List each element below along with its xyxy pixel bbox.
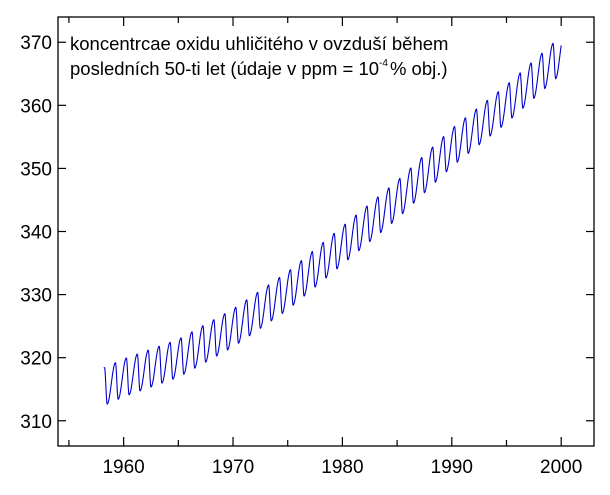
y-tick-label: 340 xyxy=(20,223,52,244)
y-tick-label: 320 xyxy=(20,349,52,370)
x-tick-label: 2000 xyxy=(540,457,582,478)
y-tick-label: 330 xyxy=(20,286,52,307)
y-tick-label: 360 xyxy=(20,96,52,117)
x-axis: 1960 1970 1980 1990 2000 xyxy=(68,17,582,478)
chart-title-line-2-tail: % obj.) xyxy=(390,58,448,79)
x-tick-label: 1970 xyxy=(212,457,254,478)
y-tick-label: 310 xyxy=(20,412,52,433)
chart-title-line-2: posledních 50-ti let (údaje v ppm = 10-4… xyxy=(70,58,448,79)
plot-frame xyxy=(57,16,595,447)
x-tick-label: 1980 xyxy=(321,457,363,478)
chart-title-line-2-main: posledních 50-ti let (údaje v ppm = 10 xyxy=(70,58,379,79)
y-tick-label: 350 xyxy=(20,159,52,180)
y-tick-label: 370 xyxy=(20,33,52,54)
x-tick-label: 1990 xyxy=(431,457,473,478)
co2-concentration-line xyxy=(103,42,562,405)
y-axis: 310 320 330 340 350 360 370 xyxy=(20,33,594,433)
chart-title-line-1: koncentrcae oxidu uhličitého v ovzduší b… xyxy=(70,33,448,54)
chart-title-exponent: -4 xyxy=(379,58,388,69)
x-tick-label: 1960 xyxy=(102,457,144,478)
